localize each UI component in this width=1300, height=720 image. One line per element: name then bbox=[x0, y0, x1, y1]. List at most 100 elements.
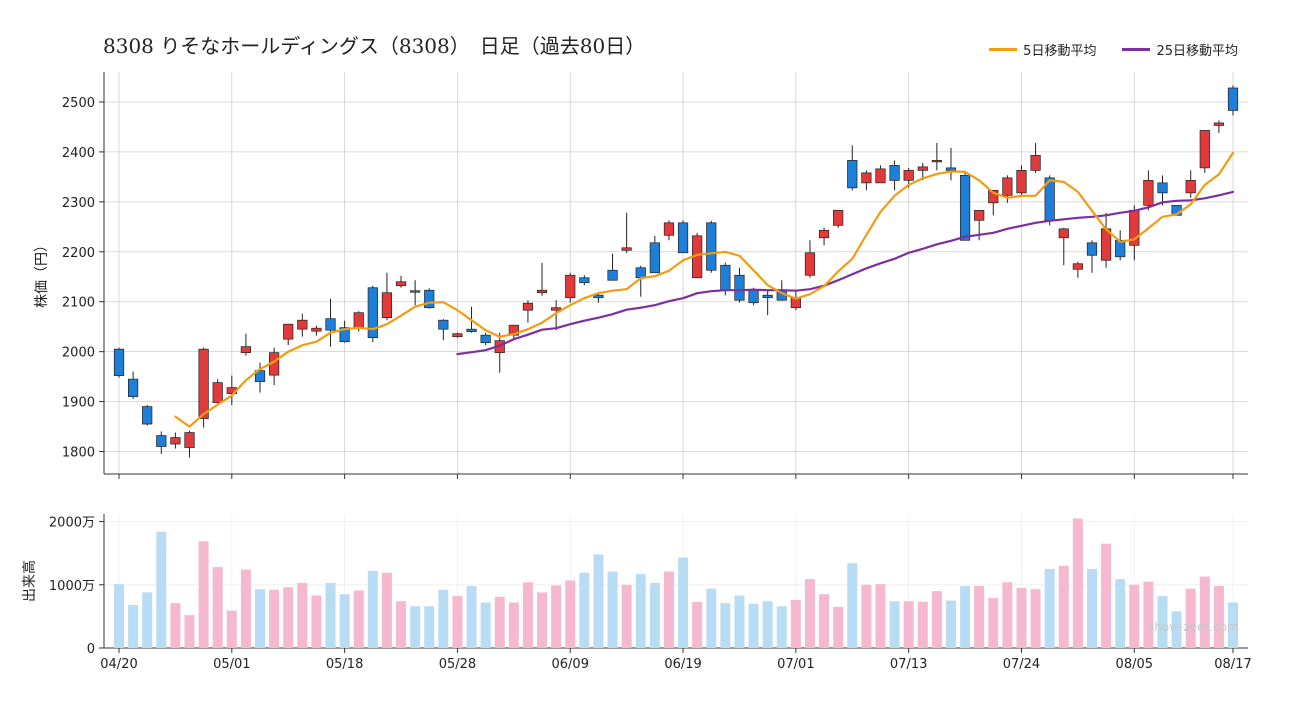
candle-body bbox=[677, 222, 689, 254]
volume-y-tick-label: 2000万 bbox=[49, 516, 95, 531]
volume-bar bbox=[762, 601, 773, 648]
chart-title: 8308 りそなホールディングス（8308） 日足（過去80日） bbox=[103, 34, 646, 58]
y-tick-label: 2300 bbox=[62, 196, 95, 211]
candle-body bbox=[1086, 242, 1098, 256]
volume-bar bbox=[931, 591, 942, 648]
ma5-line bbox=[174, 151, 1235, 428]
ma25-line bbox=[456, 190, 1235, 356]
volume-bar bbox=[226, 610, 237, 648]
candle-body bbox=[945, 167, 957, 171]
candle-body bbox=[1227, 87, 1239, 111]
legend: 5日移動平均 25日移動平均 bbox=[989, 40, 1238, 59]
candle-body bbox=[917, 166, 928, 171]
candle-body bbox=[1185, 180, 1196, 194]
candle-body bbox=[240, 346, 252, 354]
candle-body bbox=[593, 294, 604, 299]
candle-body bbox=[452, 333, 463, 338]
candle-body bbox=[959, 175, 971, 241]
volume-bar bbox=[1058, 565, 1069, 648]
volume-bar bbox=[1101, 543, 1112, 648]
legend-swatch-ma25 bbox=[1122, 48, 1151, 51]
x-tick-label: 07/01 bbox=[777, 657, 814, 672]
candle-body bbox=[734, 274, 745, 301]
volume-bar bbox=[748, 603, 759, 648]
volume-bar bbox=[607, 571, 618, 648]
volume-bar bbox=[833, 606, 844, 648]
candle-body bbox=[1030, 155, 1041, 171]
candle-body bbox=[1072, 263, 1083, 270]
volume-bar bbox=[551, 585, 562, 648]
candle-body bbox=[254, 370, 266, 382]
candle-body bbox=[621, 247, 632, 251]
y-tick-label: 2400 bbox=[62, 146, 95, 161]
volume-axis-label: 出来高 bbox=[21, 560, 38, 602]
y-tick-label: 1900 bbox=[62, 396, 95, 411]
candle-body bbox=[142, 406, 153, 425]
volume-bar bbox=[663, 571, 674, 648]
candle-body bbox=[551, 307, 562, 311]
volume-bar bbox=[353, 590, 364, 648]
candle-body bbox=[804, 252, 816, 276]
x-tick-label: 08/17 bbox=[1214, 657, 1251, 672]
legend-label-ma5: 5日移動平均 bbox=[1023, 44, 1097, 59]
candle-body bbox=[1058, 228, 1069, 239]
volume-bar bbox=[734, 595, 745, 648]
candle-body bbox=[325, 318, 336, 331]
candle-body bbox=[762, 294, 773, 299]
candle-body bbox=[212, 382, 223, 403]
volume-bar bbox=[114, 584, 124, 648]
candle-body bbox=[339, 327, 350, 343]
candle-body bbox=[353, 312, 364, 329]
x-tick-label: 06/19 bbox=[664, 657, 701, 672]
volume-bar bbox=[170, 603, 181, 648]
candle-body bbox=[1199, 130, 1210, 169]
volume-bar bbox=[861, 584, 872, 648]
candle-body bbox=[1115, 239, 1126, 258]
candle-body bbox=[889, 165, 900, 181]
candle-body bbox=[649, 242, 660, 274]
candle-body bbox=[156, 435, 167, 447]
x-tick-label: 05/01 bbox=[213, 657, 250, 672]
volume-bar bbox=[1002, 582, 1013, 648]
volume-bar bbox=[1228, 602, 1238, 648]
volume-bar bbox=[692, 601, 703, 648]
candle-body bbox=[128, 378, 139, 397]
y-tick-label: 2500 bbox=[62, 96, 95, 111]
volume-bar bbox=[1016, 587, 1027, 648]
volume-bar bbox=[1143, 581, 1154, 648]
volume-bar bbox=[240, 569, 251, 648]
candle-body bbox=[579, 277, 590, 284]
legend-label-ma25: 25日移動平均 bbox=[1156, 44, 1238, 59]
y-tick-label: 2100 bbox=[62, 296, 95, 311]
volume-bar bbox=[804, 579, 815, 648]
volume-bar bbox=[142, 592, 153, 648]
volume-bar bbox=[325, 582, 336, 648]
y-axis-label: 株価（円） bbox=[34, 238, 50, 308]
candle-body bbox=[466, 328, 477, 333]
volume-bar bbox=[311, 595, 322, 648]
volume-bar bbox=[889, 601, 900, 648]
candle-body bbox=[480, 334, 491, 344]
volume-bar bbox=[621, 584, 632, 648]
candle-body bbox=[748, 289, 759, 304]
candle-body bbox=[536, 289, 548, 294]
volume-bar bbox=[903, 601, 914, 648]
candle-body bbox=[903, 170, 914, 181]
volume-bar bbox=[593, 554, 604, 648]
candle-body bbox=[988, 190, 999, 204]
volume-bar bbox=[960, 586, 971, 648]
volume-bar bbox=[565, 580, 576, 648]
candle-body bbox=[297, 319, 308, 330]
x-tick-label: 08/05 bbox=[1116, 657, 1153, 672]
volume-bar bbox=[847, 563, 858, 648]
candle-body bbox=[1143, 180, 1154, 206]
x-tick-label: 05/28 bbox=[439, 657, 476, 672]
candle-body bbox=[1213, 122, 1224, 126]
volume-bar bbox=[156, 531, 167, 648]
volume-bar bbox=[1157, 596, 1168, 648]
volume-bar bbox=[1030, 589, 1041, 648]
volume-bar bbox=[706, 588, 717, 648]
candle-body bbox=[1157, 182, 1168, 194]
candle-body bbox=[170, 437, 181, 445]
volume-bar bbox=[1171, 611, 1182, 648]
